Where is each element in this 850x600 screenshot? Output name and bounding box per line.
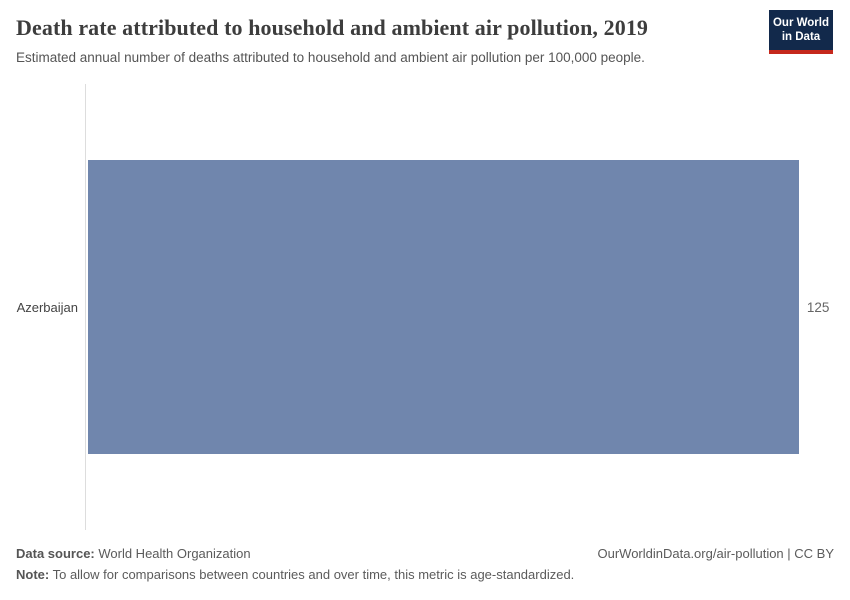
y-axis-category-label: Azerbaijan [16,300,78,315]
plot-area: 125 [85,84,834,530]
chart-title: Death rate attributed to household and a… [16,15,649,40]
owid-logo-line2: in Data [781,31,821,44]
note-line: Note: To allow for comparisons between c… [16,567,574,582]
chart-footer: Data source: World Health Organization O… [16,544,834,586]
note-value: To allow for comparisons between countri… [49,567,575,583]
data-source-label: Data source: [16,546,95,562]
data-source-value: World Health Organization [94,546,251,562]
owid-logo-line1: Our World [772,17,829,29]
bar[interactable] [88,160,799,454]
data-source-line: Data source: World Health Organization [16,544,251,565]
chart-subtitle: Estimated annual number of deaths attrib… [16,50,645,65]
owid-citation-link[interactable]: OurWorldinData.org/air-pollution | CC BY [597,546,834,562]
note-label: Note: [16,567,50,583]
owid-logo[interactable]: Our World in Data [769,10,833,54]
bar-track: 125 [88,160,833,454]
bar-value-label: 125 [806,299,830,315]
